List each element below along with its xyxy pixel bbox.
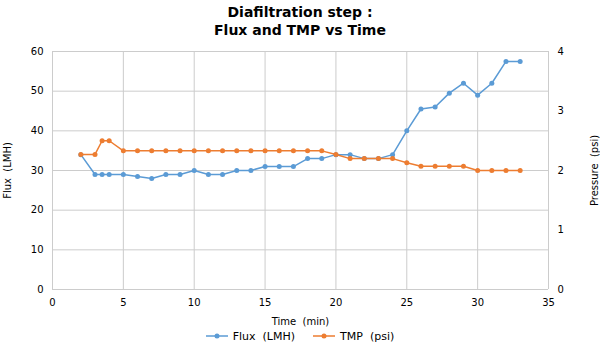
svg-text:15: 15 [259,297,272,308]
svg-text:20: 20 [31,204,44,215]
html-text:Diafiltration step : Flux and: Diafiltration step : Flux and TMP vs Tim… [214,4,386,38]
svg-text:3: 3 [558,105,564,116]
svg-text:0: 0 [49,297,55,308]
svg-text:2: 2 [558,165,564,176]
svg-text:30: 30 [31,165,44,176]
html-text:TMP (psi): TMP (psi) [340,329,395,343]
svg-text:0: 0 [558,284,564,295]
svg-text:0: 0 [37,284,43,295]
svg-text:40: 40 [31,125,44,136]
svg-text:Time (min): Time (min) [271,316,330,327]
svg-text:Flux (LMH): Flux (LMH) [2,142,13,199]
svg-text:50: 50 [31,85,44,96]
svg-text:60: 60 [31,46,44,57]
svg-text:30: 30 [471,297,484,308]
html-text:Flux (LMH): Flux (LMH) [232,329,296,343]
svg-text:5: 5 [120,297,126,308]
svg-text:35: 35 [542,297,555,308]
svg-text:10: 10 [31,244,44,255]
svg-text:Pressure (psi): Pressure (psi) [589,135,600,206]
svg-text:4: 4 [558,46,564,57]
svg-text:20: 20 [330,297,343,308]
svg-text:1: 1 [558,224,564,235]
svg-text:25: 25 [400,297,413,308]
svg-text:10: 10 [188,297,201,308]
